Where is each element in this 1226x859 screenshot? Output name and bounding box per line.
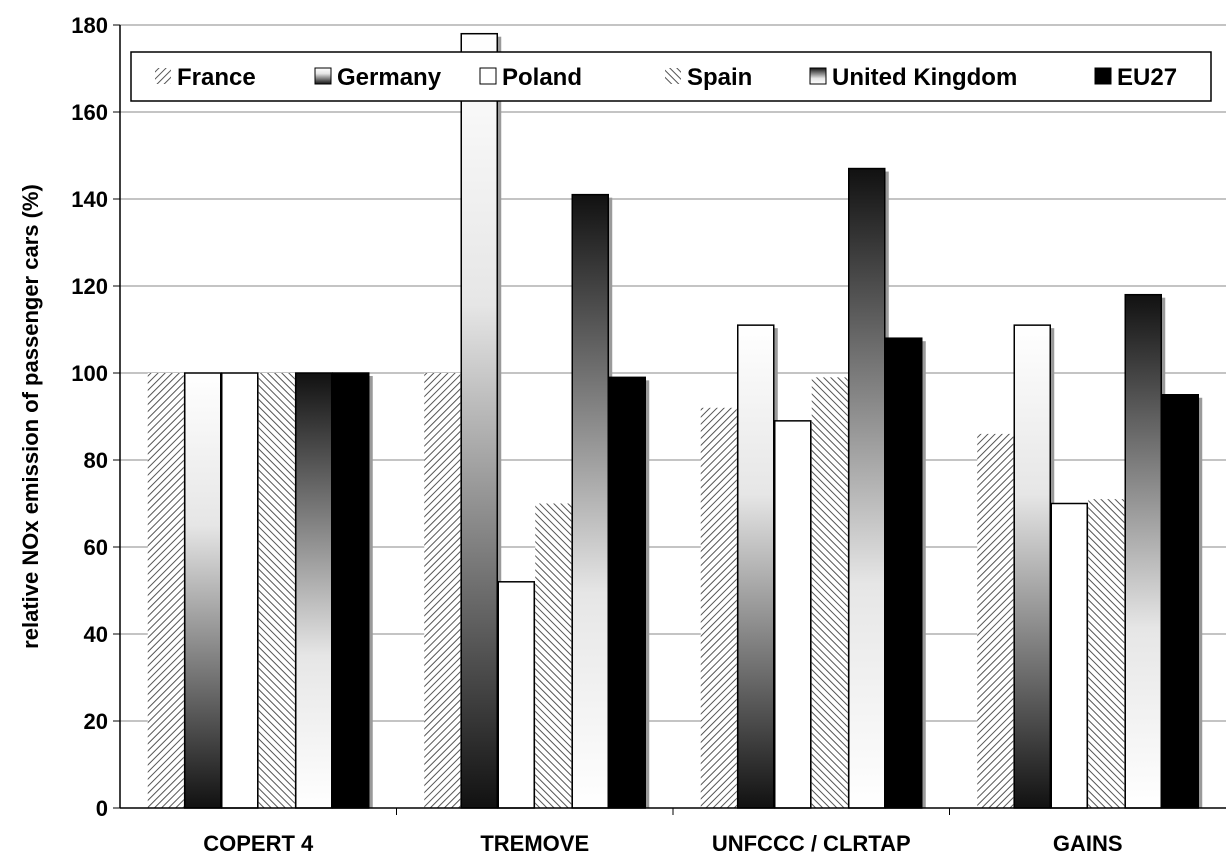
- bar: [1013, 324, 1051, 809]
- bar: [295, 372, 333, 809]
- y-tick-label: 120: [71, 274, 108, 299]
- y-axis-title: relative NOx emission of passenger cars …: [18, 184, 43, 649]
- bar: [332, 372, 370, 809]
- legend-swatch: [665, 68, 681, 84]
- bar: [535, 503, 572, 808]
- bar: [571, 193, 609, 809]
- x-category-label: UNFCCC / CLRTAP: [712, 831, 911, 856]
- axes: [119, 25, 1226, 815]
- bar: [1088, 499, 1125, 808]
- y-tick-label: 80: [84, 448, 108, 473]
- legend-label: United Kingdom: [832, 64, 1017, 91]
- bars: [147, 32, 1203, 809]
- legend-label: EU27: [1117, 64, 1177, 91]
- legend-label: Spain: [687, 64, 752, 91]
- bar: [221, 372, 259, 809]
- y-tick-label: 180: [71, 13, 108, 38]
- bar: [977, 433, 1014, 808]
- y-tick-label: 20: [84, 709, 108, 734]
- y-tick-label: 100: [71, 361, 108, 386]
- legend-swatch: [1094, 67, 1112, 85]
- bar: [460, 32, 498, 809]
- x-category-label: GAINS: [1053, 831, 1123, 856]
- legend-label: Poland: [502, 64, 582, 91]
- legend-label: France: [177, 64, 256, 91]
- x-category-label: TREMOVE: [480, 831, 589, 856]
- legend: France Germany Poland Spain United Kingdom EU…: [130, 51, 1212, 102]
- y-tick-label: 140: [71, 187, 108, 212]
- y-tick-label: 0: [96, 796, 108, 821]
- legend-swatch: [809, 67, 827, 85]
- bar: [737, 324, 775, 809]
- bar: [424, 373, 461, 808]
- y-tick-label: 160: [71, 100, 108, 125]
- bar: [258, 373, 295, 808]
- bar: [700, 407, 737, 808]
- bar: [147, 373, 184, 808]
- bar: [885, 337, 923, 809]
- bar: [848, 167, 886, 809]
- legend-swatch: [479, 67, 497, 85]
- y-tick-label: 60: [84, 535, 108, 560]
- bar: [184, 372, 222, 809]
- legend-label: Germany: [337, 64, 442, 91]
- bar: [1161, 394, 1199, 809]
- bar: [1124, 293, 1162, 809]
- bar: [608, 376, 646, 809]
- legend-swatch: [155, 68, 171, 84]
- bar: [497, 581, 535, 809]
- y-tick-labels: 0 20 40 60 80 100 120 140 160 180: [71, 13, 108, 821]
- y-tick-label: 40: [84, 622, 108, 647]
- bar: [811, 377, 848, 808]
- bar: [774, 420, 812, 809]
- x-category-labels: COPERT 4 TREMOVE UNFCCC / CLRTAP GAINS: [203, 831, 1122, 856]
- legend-swatch: [314, 67, 332, 85]
- x-category-label: COPERT 4: [203, 831, 314, 856]
- bar: [1050, 502, 1088, 809]
